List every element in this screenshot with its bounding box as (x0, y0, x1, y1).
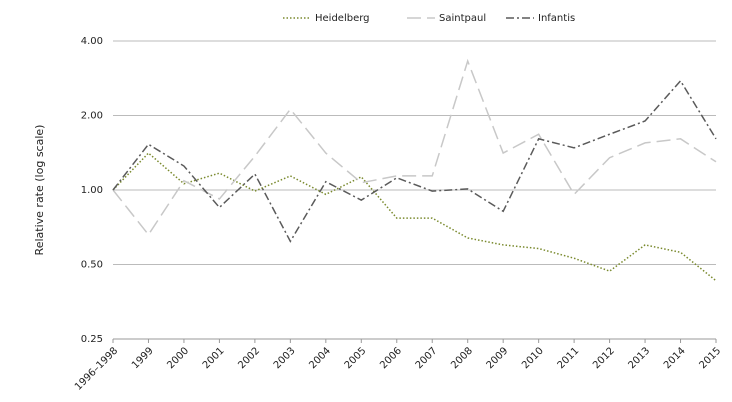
legend-label: Heidelberg (315, 13, 370, 24)
y-tick-label: 0.50 (81, 260, 103, 271)
x-tick-label: 2010 (520, 345, 546, 371)
series-line (112, 79, 717, 243)
legend-label: Saintpaul (439, 13, 486, 24)
x-tick-label: 2006 (378, 345, 404, 371)
x-tick-label: 2011 (556, 345, 582, 371)
x-tick-label: 1996–1998 (73, 345, 120, 392)
y-tick-label: 0.25 (81, 334, 103, 345)
x-tick-label: 2004 (307, 345, 333, 371)
x-tick-label: 2009 (485, 345, 511, 371)
x-tick-label: 2007 (414, 345, 440, 371)
y-tick-label: 2.00 (81, 111, 103, 122)
x-tick-label: 2012 (591, 345, 617, 371)
legend-label: Infantis (538, 13, 575, 24)
y-axis-label: Relative rate (log scale) (33, 125, 46, 256)
series-line (112, 152, 717, 282)
x-tick-label: 2013 (627, 345, 653, 371)
x-tick-label: 1999 (130, 345, 156, 371)
x-tick-label: 2001 (201, 345, 227, 371)
x-tick-label: 2015 (697, 345, 723, 371)
x-tick-label: 2014 (662, 345, 688, 371)
y-tick-label: 1.00 (81, 185, 103, 196)
x-tick-label: 2002 (236, 345, 262, 371)
x-tick-label: 2008 (449, 345, 475, 371)
series-line (112, 58, 717, 236)
x-tick-label: 2005 (343, 345, 369, 371)
x-tick-label: 2003 (272, 345, 298, 371)
x-tick-label: 2000 (165, 345, 191, 371)
y-tick-label: 4.00 (81, 36, 103, 47)
